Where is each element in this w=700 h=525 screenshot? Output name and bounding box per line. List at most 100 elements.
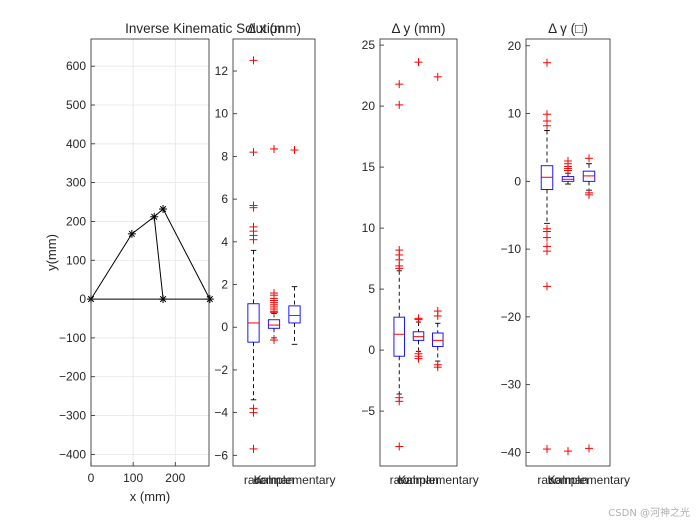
axes-box xyxy=(232,38,316,467)
marker-stroke xyxy=(159,295,167,303)
y-tick-label: 12 xyxy=(215,64,229,78)
joint-marker xyxy=(205,295,214,304)
outlier-marker xyxy=(270,336,278,345)
box-Kalman xyxy=(412,58,425,363)
chart-title: Δ y (mm) xyxy=(391,21,445,36)
y-tick-label: 25 xyxy=(362,38,376,52)
joint-marker xyxy=(159,205,168,214)
box-iqr xyxy=(288,305,301,324)
y-tick-label: −4 xyxy=(214,406,228,420)
axes-box xyxy=(525,38,611,467)
box-Kalman xyxy=(267,144,281,345)
box-raw xyxy=(393,80,405,451)
y-tick-label: −6 xyxy=(214,448,228,462)
chart-title: Δ γ (□) xyxy=(548,21,588,36)
x-tick-label: complementary xyxy=(397,473,479,487)
marker-stroke xyxy=(151,213,158,220)
axes-box xyxy=(379,38,458,467)
outlier-marker xyxy=(564,447,572,456)
marker-stroke xyxy=(159,205,167,213)
box-Kalman xyxy=(561,157,575,456)
outlier-marker xyxy=(585,154,593,163)
y-tick-label: 10 xyxy=(508,107,522,121)
y-tick-label: 20 xyxy=(508,39,522,53)
outlier-marker xyxy=(395,80,404,89)
outlier-marker xyxy=(249,444,258,453)
outlier-marker xyxy=(433,72,442,81)
outlier-marker xyxy=(543,282,551,291)
x-tick-label: raw xyxy=(244,473,264,487)
y-tick-label: 4 xyxy=(221,235,228,249)
box-complementary xyxy=(582,154,596,453)
box-iqr xyxy=(432,332,444,347)
y-axis-label: y(mm) xyxy=(44,234,59,271)
box-raw xyxy=(247,56,260,453)
y-tick-label: 500 xyxy=(66,98,86,112)
y-tick-label: −100 xyxy=(59,331,86,345)
y-tick-label: −10 xyxy=(501,242,522,256)
axes-box xyxy=(90,38,210,467)
y-tick-label: 0 xyxy=(368,343,375,357)
outlier-marker xyxy=(543,121,551,130)
outlier-marker xyxy=(543,110,551,119)
y-tick-label: 5 xyxy=(368,282,375,296)
outlier-marker xyxy=(395,397,404,406)
outlier-marker xyxy=(249,235,258,244)
y-tick-label: −200 xyxy=(59,370,86,384)
box-complementary xyxy=(432,72,444,372)
y-tick-label: −40 xyxy=(501,445,522,459)
outlier-marker xyxy=(433,363,442,372)
x-tick-label: raw xyxy=(537,473,557,487)
y-tick-label: 400 xyxy=(66,137,86,151)
outlier-marker xyxy=(543,247,551,256)
kinematic-plot: 0 100 200−400−300−200−10001002003004005006… xyxy=(44,21,285,504)
y-tick-label: −30 xyxy=(501,378,522,392)
outlier-marker xyxy=(249,203,258,212)
y-tick-label: −5 xyxy=(361,404,375,418)
x-axis-label: x (mm) xyxy=(130,489,170,504)
y-tick-label: 15 xyxy=(362,160,376,174)
outlier-marker xyxy=(414,354,423,363)
y-tick-label: −400 xyxy=(59,447,86,461)
x-tick-label: Kalman xyxy=(398,473,439,487)
y-tick-label: 200 xyxy=(66,214,86,228)
plot-background xyxy=(91,39,209,466)
box-iqr xyxy=(412,331,425,341)
outlier-marker xyxy=(585,444,593,453)
x-tick-label: Kalman xyxy=(548,473,589,487)
y-tick-label: 8 xyxy=(221,149,228,163)
outlier-marker xyxy=(270,308,278,317)
x-tick-label: 100 xyxy=(123,471,143,485)
outlier-marker xyxy=(290,146,299,155)
y-tick-label: 10 xyxy=(215,107,229,121)
outlier-marker xyxy=(414,315,423,324)
outlier-marker xyxy=(249,408,258,417)
y-tick-label: −20 xyxy=(501,310,522,324)
x-tick-label: 200 xyxy=(165,471,185,485)
y-tick-label: 0 xyxy=(79,292,86,306)
box-raw xyxy=(540,58,554,454)
outlier-marker xyxy=(543,58,551,67)
outlier-marker xyxy=(585,190,593,199)
box-complementary xyxy=(288,146,301,345)
y-tick-label: −300 xyxy=(59,409,86,423)
joint-marker xyxy=(159,295,168,304)
outlier-marker xyxy=(395,442,404,451)
link-segment xyxy=(153,216,164,300)
box-iqr xyxy=(393,316,405,357)
outlier-marker xyxy=(564,166,572,175)
x-tick-label: complementary xyxy=(253,473,335,487)
y-tick-label: 600 xyxy=(66,59,86,73)
outlier-marker xyxy=(395,100,404,109)
y-tick-label: 20 xyxy=(362,99,376,113)
joint-marker xyxy=(127,229,136,238)
x-tick-label: Kalman xyxy=(254,473,295,487)
y-tick-label: 100 xyxy=(66,253,86,267)
x-tick-label: complementary xyxy=(548,473,630,487)
outlier-marker xyxy=(249,148,258,157)
y-tick-label: 6 xyxy=(221,192,228,206)
outlier-marker xyxy=(543,445,551,454)
box-iqr xyxy=(267,319,281,329)
